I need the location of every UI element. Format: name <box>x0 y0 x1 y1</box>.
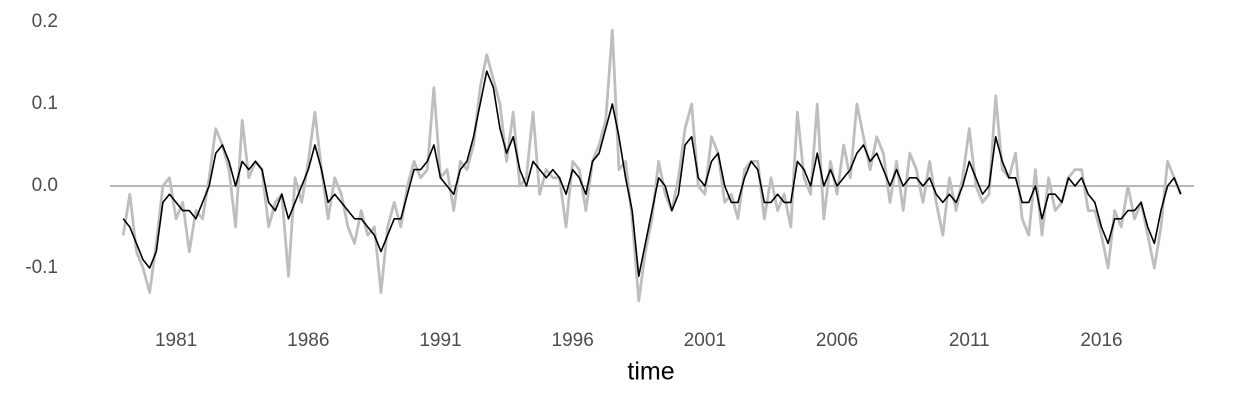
y-tick-label: -0.1 <box>25 257 58 278</box>
x-tick-label: 1996 <box>552 330 594 351</box>
x-tick-label: 2001 <box>684 330 726 351</box>
x-tick-label: 2016 <box>1080 330 1122 351</box>
x-tick-label: 2006 <box>816 330 858 351</box>
series-line <box>122 70 1182 277</box>
x-tick-label: 1981 <box>155 330 197 351</box>
x-axis-title: time <box>627 358 674 386</box>
x-tick-label: 1991 <box>419 330 461 351</box>
series-line <box>121 28 1183 303</box>
x-tick-label: 2011 <box>949 330 990 351</box>
y-tick-label: 0.0 <box>32 175 58 196</box>
y-tick-label: 0.2 <box>32 11 58 32</box>
y-tick-label: 0.1 <box>32 93 58 114</box>
x-tick-label: 1986 <box>287 330 329 351</box>
